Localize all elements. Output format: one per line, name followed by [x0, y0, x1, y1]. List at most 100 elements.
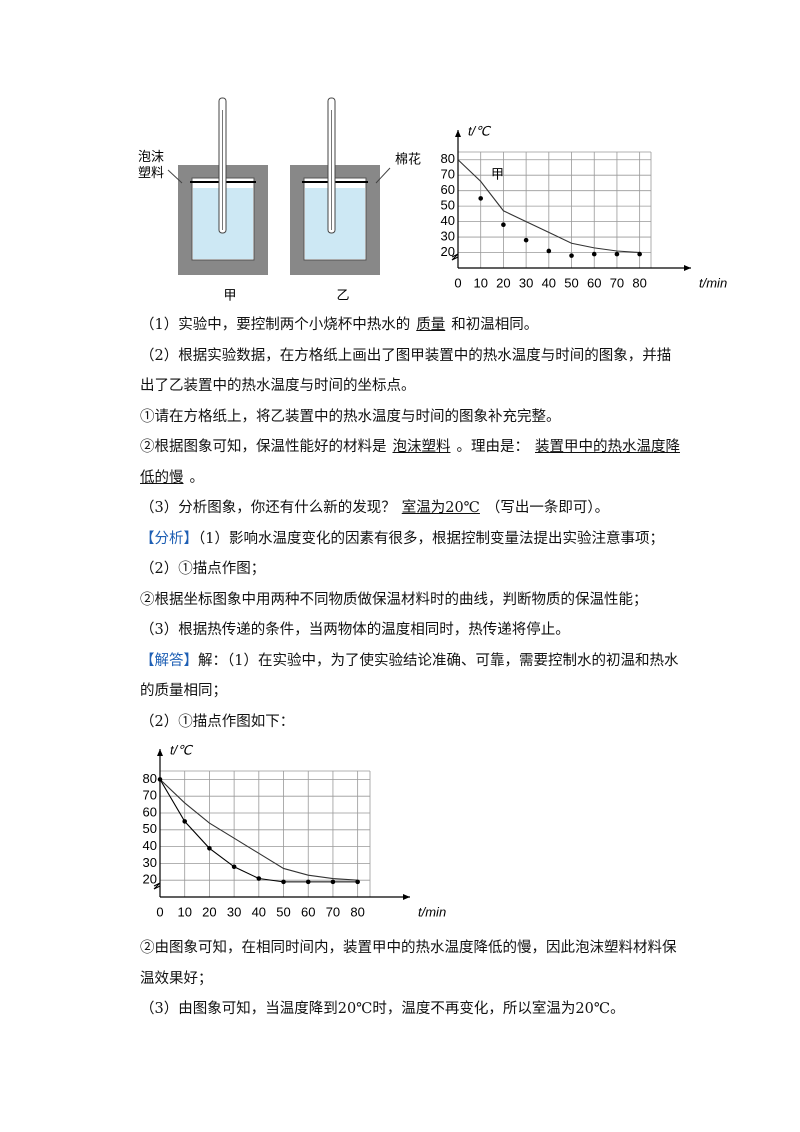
data-point: [256, 876, 262, 881]
x-tick-label: 80: [350, 904, 364, 919]
x-tick-label: 30: [519, 275, 533, 290]
text: （2）根据实验数据，在方格纸上画出了图甲装置中的热水温度与时间的图象，并描出了乙…: [140, 347, 672, 395]
x-tick-label: 50: [276, 904, 290, 919]
text: 解：（1）在实验中，为了使实验结论准确、可靠，需要控制水的初温和热水的质量相同；: [140, 652, 679, 700]
paragraph: （2）①描点作图；: [140, 554, 685, 585]
paragraph: 【分析】（1）影响水温度变化的因素有很多，根据控制变量法提出实验注意事项；: [140, 524, 685, 555]
data-point: [157, 777, 163, 782]
answer-blank: 泡沫塑料: [392, 439, 451, 455]
y-axis-arrow: [455, 130, 461, 137]
paragraph: ①请在方格纸上，将乙装置中的热水温度与时间的图象补充完整。: [140, 402, 685, 433]
x-tick-label: 60: [587, 275, 601, 290]
x-tick-label: 60: [301, 904, 315, 919]
data-point: [281, 879, 286, 885]
answer-blank: 室温为20℃: [401, 500, 480, 516]
material-label: 泡沫塑料: [138, 149, 164, 180]
pointer: [375, 167, 391, 184]
text: ②根据坐标图象中用两种不同物质做保温材料时的曲线，判断物质的保温性能；: [140, 591, 648, 608]
text: （2）①描点作图；: [140, 561, 266, 577]
text: （写出一条即可）。: [485, 500, 610, 516]
series-line: [159, 779, 358, 881]
paragraph: （2）根据实验数据，在方格纸上画出了图甲装置中的热水温度与时间的图象，并描出了乙…: [140, 341, 685, 402]
x-tick-label: 70: [326, 904, 340, 919]
beaker-label: 甲: [223, 287, 236, 302]
y-tick-label: 50: [441, 198, 455, 213]
text: 和初温相同。: [451, 317, 539, 333]
text-body: （1）实验中，要控制两个小烧杯中热水的 质量 和初温相同。 （2）根据实验数据，在方格…: [140, 310, 685, 1025]
pointer: [167, 169, 183, 184]
y-tick-label: 40: [143, 838, 157, 853]
y-tick-label: 20: [143, 872, 157, 887]
paragraph: ②根据图象可知，保温性能好的材料是 泡沫塑料 。理由是： 装置甲中的热水温度降低的慢。: [140, 432, 685, 493]
paragraph: （3）由图象可知，当温度降到20℃时，温度不再变化，所以室温为20℃。: [140, 994, 685, 1025]
y-tick-label: 80: [143, 771, 157, 786]
data-point: [330, 879, 336, 885]
data-point: [207, 845, 212, 851]
paragraph: （1）实验中，要控制两个小烧杯中热水的 质量 和初温相同。: [140, 310, 685, 341]
beaker-label: 乙: [336, 287, 349, 302]
text: （1）影响水温度变化的因素有很多，根据控制变量法提出实验注意事项；: [198, 530, 664, 547]
y-tick-label: 60: [441, 182, 455, 197]
x-tick-label: 0: [454, 275, 461, 290]
x-axis-arrow: [684, 265, 691, 271]
y-tick-label: 30: [441, 229, 455, 244]
text: （3）分析图象，你还有什么新的发现？: [140, 500, 396, 516]
x-tick-label: 40: [542, 275, 556, 290]
data-point: [614, 251, 620, 257]
paragraph: （2）①描点作图如下：: [140, 707, 685, 738]
x-tick-label: 70: [610, 275, 624, 290]
x-tick-label: 30: [227, 904, 241, 919]
y-tick-label: 70: [441, 167, 455, 182]
data-point: [501, 222, 506, 227]
answer-blank: 质量: [416, 317, 446, 333]
paragraph: 【解答】解：（1）在实验中，为了使实验结论准确、可靠，需要控制水的初温和热水的质…: [140, 646, 685, 707]
text: （3）根据热传递的条件，当两物体的温度相同时，热传递将停止。: [140, 622, 570, 638]
x-axis-arrow: [403, 894, 410, 900]
paragraph: ②由图象可知，在相同时间内，装置甲中的热水温度降低的慢，因此泡沫塑料材料保温效果…: [140, 933, 685, 994]
y-tick-label: 70: [143, 788, 157, 803]
y-axis-title: t/℃: [170, 742, 193, 757]
x-tick-label: 10: [473, 275, 487, 290]
section-tag: 【解答】: [140, 652, 198, 669]
text: 。理由是：: [456, 439, 530, 455]
answer-blank: 装置甲中的热水温度降低的慢: [140, 439, 680, 486]
paragraph: ②根据坐标图象中用两种不同物质做保温材料时的曲线，判断物质的保温性能；: [140, 585, 685, 616]
x-tick-label: 20: [202, 904, 216, 919]
x-tick-label: 40: [252, 904, 266, 919]
y-axis-title: t/℃: [468, 123, 491, 138]
x-tick-label: 80: [632, 275, 646, 290]
y-axis-arrow: [157, 749, 163, 756]
data-point: [355, 879, 360, 885]
paragraph: （3）根据热传递的条件，当两物体的温度相同时，热传递将停止。: [140, 615, 685, 646]
data-point: [478, 196, 484, 201]
axis-break: [451, 253, 459, 261]
section-tag: 【分析】: [140, 530, 198, 547]
series-label: 甲: [491, 167, 504, 182]
material-label: 棉花: [395, 151, 421, 166]
paragraph: （3）分析图象，你还有什么新的发现？ 室温为20℃ （写出一条即可）。: [140, 493, 685, 524]
axis-break: [153, 882, 161, 890]
x-axis-title: t/min: [699, 275, 727, 290]
text: ①请在方格纸上，将乙装置中的热水温度与时间的图象补充完整。: [140, 408, 561, 425]
y-tick-label: 50: [143, 821, 157, 836]
x-axis-title: t/min: [418, 904, 446, 919]
x-tick-label: 20: [496, 275, 510, 290]
data-point: [523, 237, 529, 243]
text: 。: [189, 469, 205, 486]
x-tick-label: 10: [177, 904, 191, 919]
data-point: [231, 864, 237, 870]
text: ②根据图象可知，保温性能好的材料是: [140, 439, 387, 455]
data-point: [569, 253, 574, 258]
text: （1）实验中，要控制两个小烧杯中热水的: [140, 317, 411, 333]
text: （3）由图象可知，当温度降到20℃时，温度不再变化，所以室温为20℃。: [140, 1001, 625, 1017]
data-point: [591, 251, 597, 257]
text: （2）①描点作图如下：: [140, 713, 295, 730]
x-tick-label: 0: [156, 904, 163, 919]
y-tick-label: 20: [441, 244, 455, 259]
x-tick-label: 50: [564, 275, 578, 290]
data-point: [637, 251, 642, 257]
y-tick-label: 30: [143, 855, 157, 870]
data-point: [546, 248, 552, 254]
